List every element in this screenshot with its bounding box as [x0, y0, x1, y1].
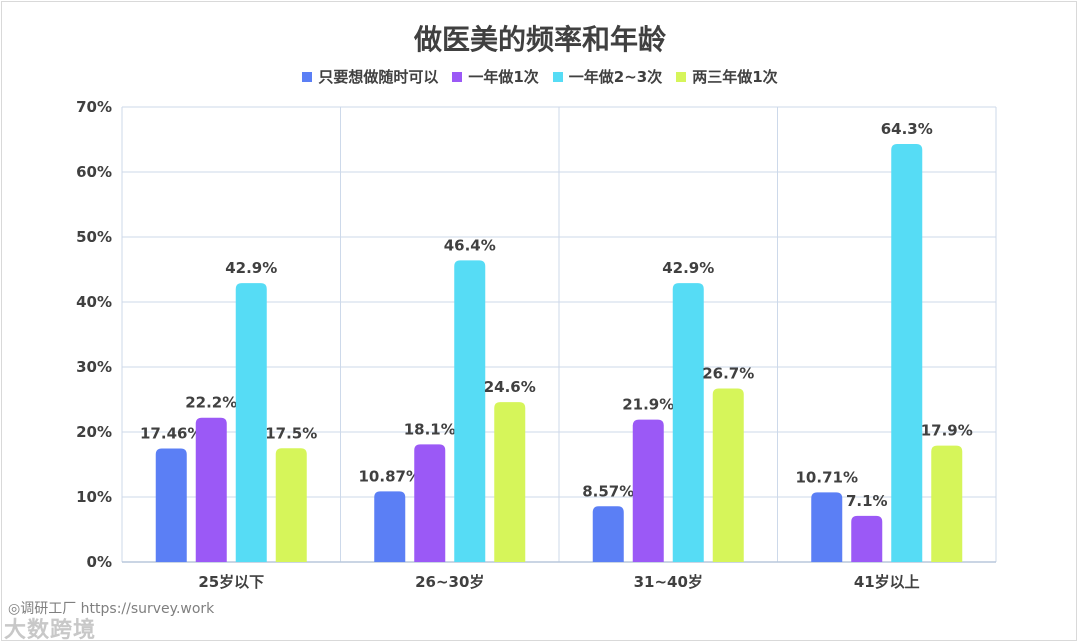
y-tick-label-5: 50%	[76, 228, 112, 246]
y-tick-label-2: 20%	[76, 423, 112, 441]
bar-2-2	[672, 283, 704, 562]
chart-legend: 只要想做随时可以 一年做1次 一年做2~3次 两三年做1次	[0, 66, 1080, 87]
x-tick-label-2: 31~40岁	[634, 573, 703, 591]
data-label-1-2: 46.4%	[444, 236, 496, 254]
data-label-3-1: 7.1%	[846, 492, 888, 510]
legend-label-3: 两三年做1次	[692, 68, 778, 86]
data-label-2-1: 21.9%	[622, 396, 674, 414]
data-label-1-0: 10.87%	[359, 467, 421, 485]
bar-1-3	[494, 402, 526, 562]
y-tick-label-0: 0%	[87, 553, 112, 571]
data-label-0-1: 22.2%	[185, 394, 237, 412]
x-tick-label-3: 41岁以上	[854, 573, 920, 591]
legend-swatch-3	[676, 71, 687, 82]
data-label-2-3: 26.7%	[702, 364, 754, 382]
bar-3-0	[811, 492, 843, 562]
data-label-3-0: 10.71%	[796, 468, 858, 486]
legend-item-3: 两三年做1次	[676, 66, 778, 87]
bar-0-1	[195, 417, 227, 562]
y-tick-label-1: 10%	[76, 488, 112, 506]
legend-label-2: 一年做2~3次	[568, 68, 663, 86]
bar-1-0	[374, 491, 406, 562]
x-tick-label-1: 26~30岁	[415, 573, 484, 591]
data-label-2-2: 42.9%	[662, 259, 714, 277]
data-label-3-3: 17.9%	[921, 422, 973, 440]
legend-label-1: 一年做1次	[468, 68, 539, 86]
legend-item-1: 一年做1次	[452, 66, 539, 87]
data-label-1-1: 18.1%	[404, 420, 456, 438]
watermark-logo-text: 大数跨境	[4, 618, 97, 643]
bar-2-1	[632, 419, 664, 562]
data-label-0-0: 17.46%	[140, 425, 202, 443]
bar-3-1	[851, 515, 883, 562]
bar-2-0	[592, 506, 624, 562]
bar-1-2	[454, 260, 486, 562]
data-label-0-2: 42.9%	[225, 259, 277, 277]
legend-label-0: 只要想做随时可以	[318, 68, 439, 86]
legend-swatch-2	[552, 71, 563, 82]
bar-0-2	[235, 283, 267, 562]
bar-1-1	[414, 444, 446, 562]
y-tick-label-4: 40%	[76, 293, 112, 311]
data-label-1-3: 24.6%	[484, 378, 536, 396]
chart-title: 做医美的频率和年龄	[413, 23, 666, 56]
y-tick-label-6: 60%	[76, 163, 112, 181]
legend-item-0: 只要想做随时可以	[302, 66, 438, 87]
data-label-0-3: 17.5%	[265, 424, 317, 442]
watermark-text: ◎调研工厂 https://survey.work	[8, 601, 215, 617]
legend-swatch-1	[452, 71, 463, 82]
x-tick-label-0: 25岁以下	[198, 573, 264, 591]
legend-swatch-0	[302, 71, 313, 82]
data-label-2-0: 8.57%	[582, 482, 634, 500]
bar-0-3	[275, 448, 307, 562]
y-tick-label-3: 30%	[76, 358, 112, 376]
y-tick-label-7: 70%	[76, 98, 112, 116]
bar-2-3	[712, 388, 744, 562]
legend-item-2: 一年做2~3次	[552, 66, 663, 87]
bar-0-0	[155, 448, 187, 562]
bar-3-2	[891, 144, 923, 563]
data-label-3-2: 64.3%	[881, 120, 933, 138]
bar-3-3	[931, 445, 963, 562]
